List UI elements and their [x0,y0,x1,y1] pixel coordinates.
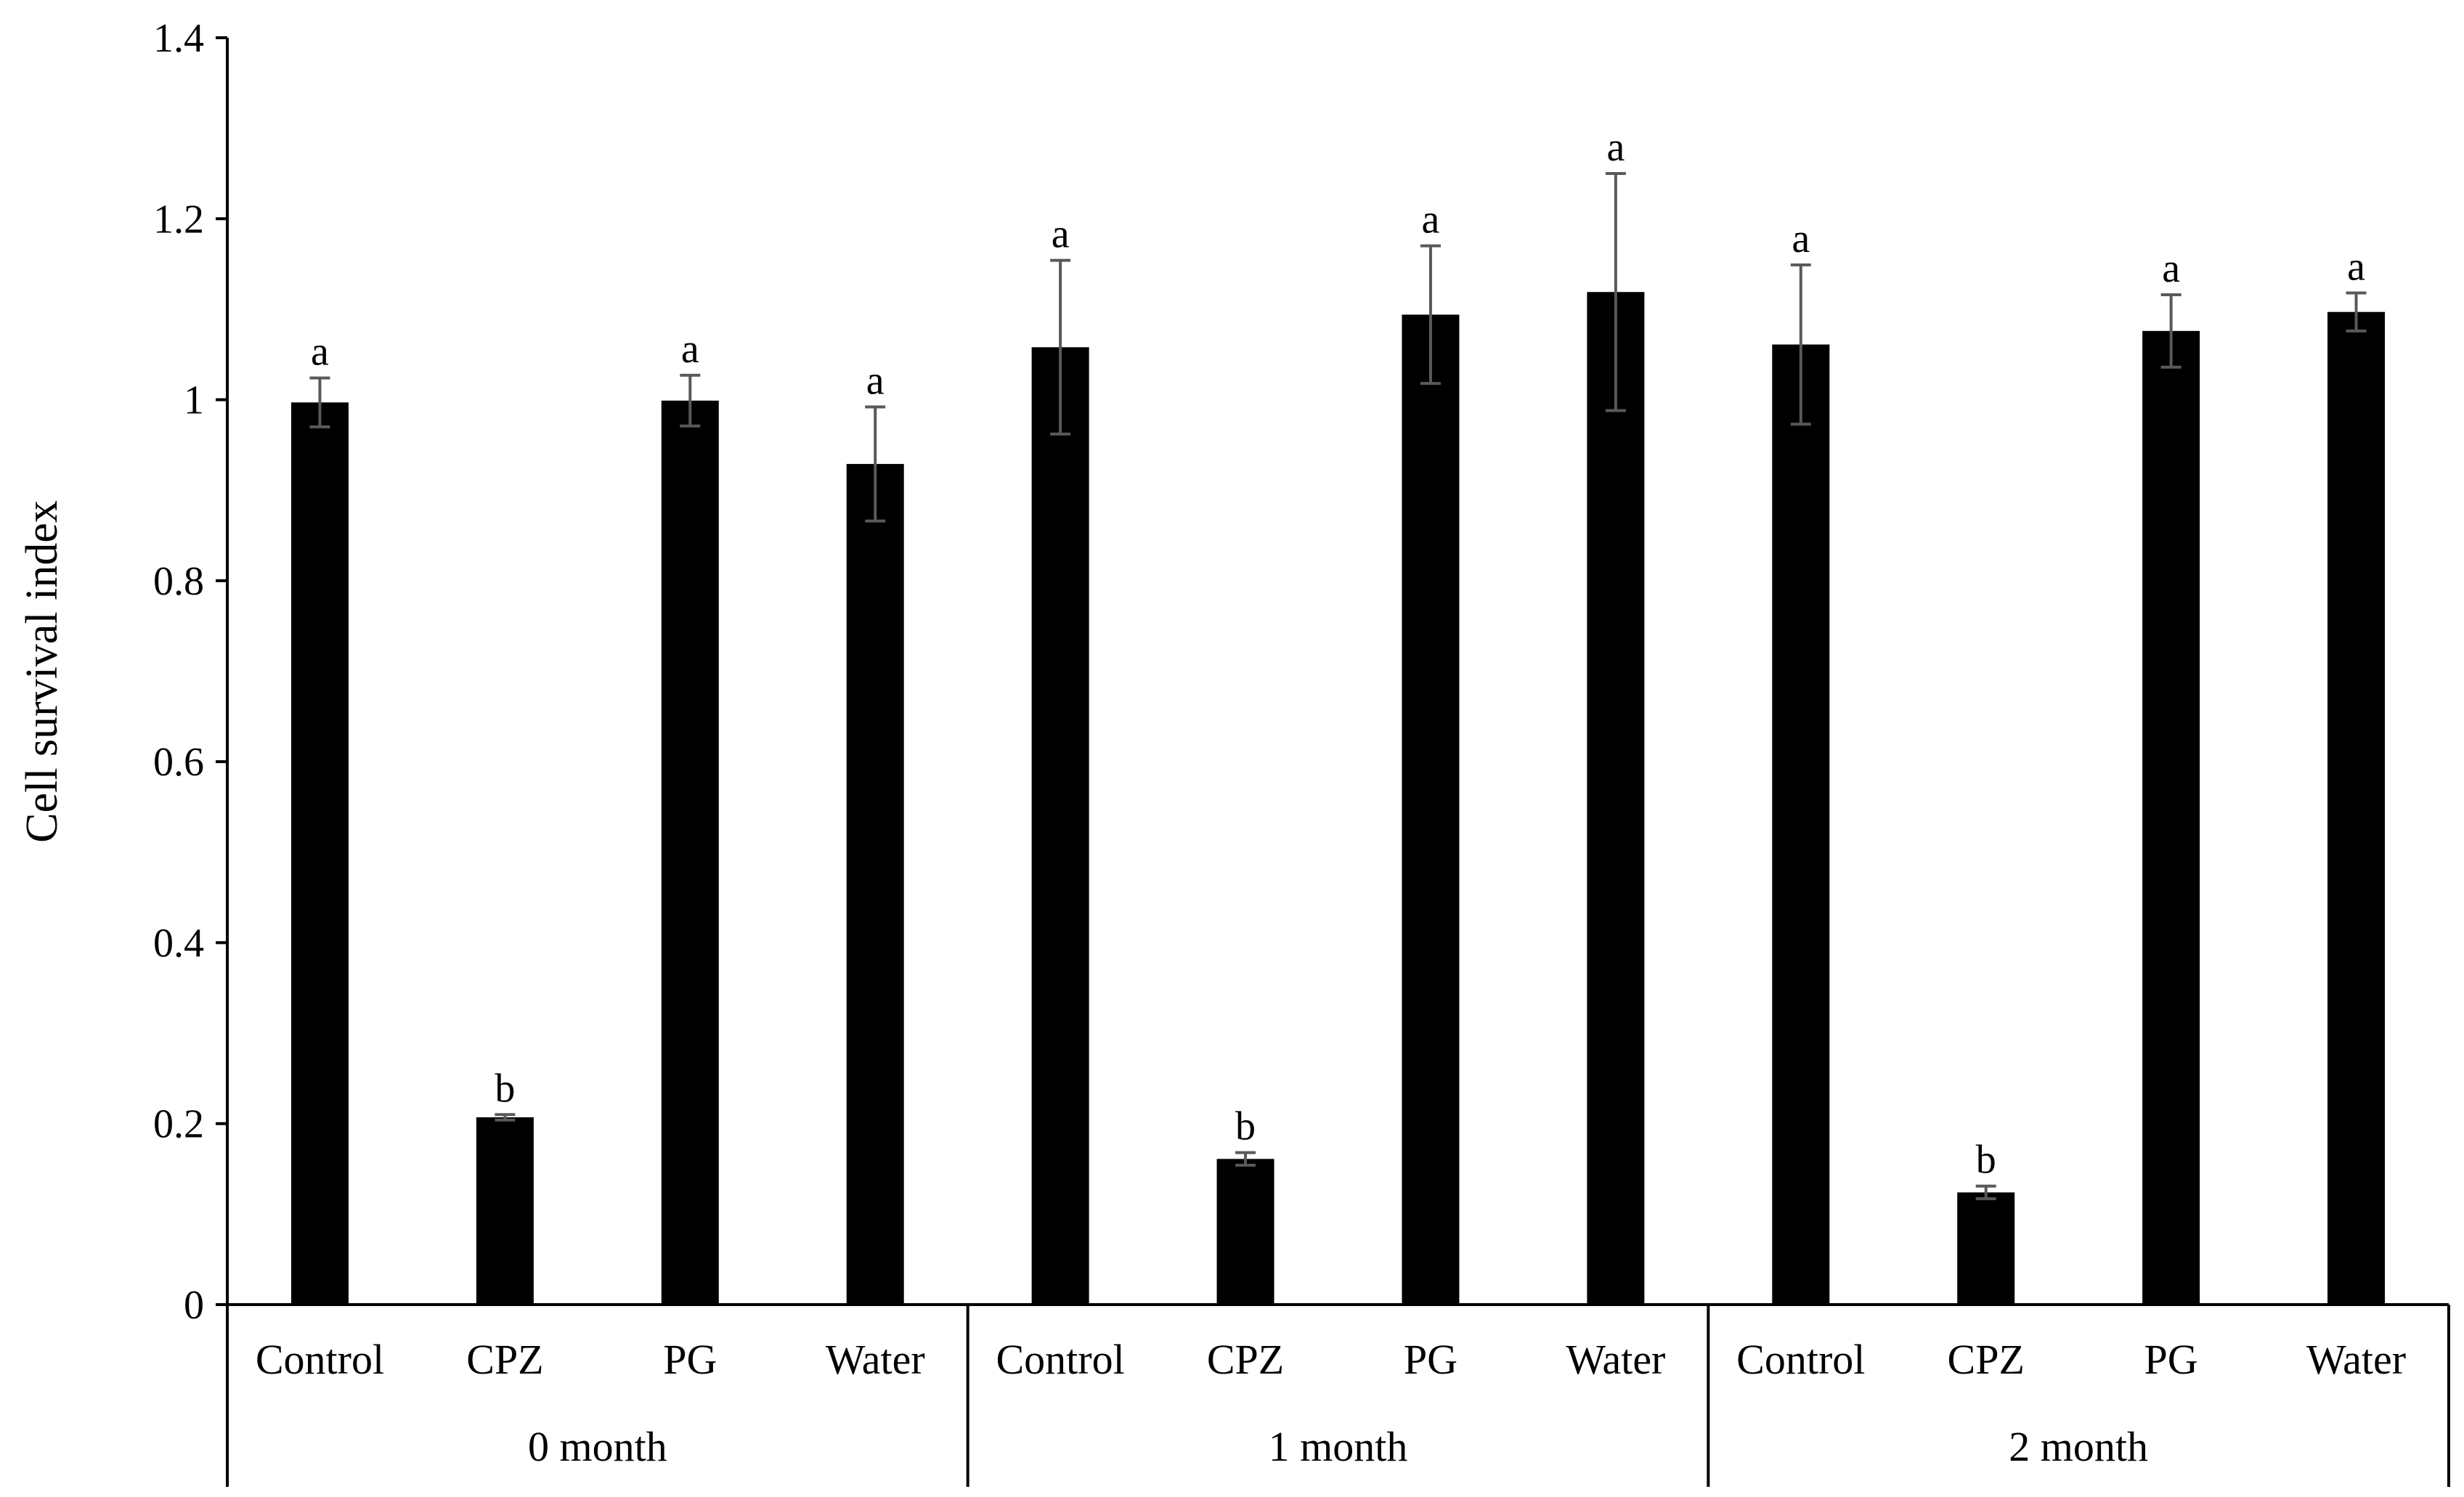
y-tick-label: 1.4 [153,16,204,61]
bar [2327,311,2386,1305]
y-tick-label: 0.2 [153,1102,204,1147]
bars-layer [290,292,2386,1305]
x-tick-label: PG [663,1336,717,1383]
y-tick-label: 1.2 [153,197,204,242]
significance-letter: b [1235,1104,1256,1149]
x-tick-label: CPZ [1948,1336,2025,1383]
x-tick-label: PG [1404,1336,1457,1383]
x-tick-label: Water [1566,1336,1665,1383]
x-tick-label: CPZ [466,1336,543,1383]
x-tick-label: Control [1736,1336,1865,1383]
bar [476,1117,534,1305]
y-tick-label: 0.6 [153,740,204,785]
bar [661,400,719,1305]
axes-layer: 0 0.2 0.4 0.6 0.8 1 1.2 1.4 [153,16,2450,1487]
y-tick-label: 0 [184,1283,204,1328]
significance-letter: a [1052,212,1070,257]
significance-letter: b [495,1066,515,1111]
bar [1402,314,1460,1305]
significance-letter: a [2162,246,2180,291]
group-label: 1 month [1269,1423,1408,1470]
bar [846,464,904,1305]
significance-letter: a [311,330,329,375]
x-tick-label: Control [996,1336,1125,1383]
significance-letter: a [866,359,885,404]
bar [1957,1192,2015,1305]
bar [1772,344,1830,1305]
group-label: 0 month [528,1423,667,1470]
significance-letter: b [1976,1138,1996,1183]
bar [1216,1159,1274,1305]
significance-letter: a [1606,125,1625,170]
bar [2142,330,2200,1305]
y-axis-title: Cell survival index [17,500,67,843]
x-tick-label: Water [2306,1336,2406,1383]
bar [1587,292,1645,1305]
y-tick-label: 0.8 [153,559,204,604]
error-bars-layer [309,171,2367,1201]
x-tick-label: PG [2144,1336,2198,1383]
group-label: 2 month [2009,1423,2148,1470]
bar [290,402,349,1305]
x-tick-label: Control [256,1336,384,1383]
x-tick-label: Water [826,1336,925,1383]
significance-letter: a [1422,197,1440,242]
y-tick-label: 0.4 [153,921,204,966]
bar [1031,347,1089,1305]
labels-layer: 0 month a Control b CPZ a PG a Water 1 month a Cont… [256,125,2406,1470]
significance-letter: a [681,327,699,372]
y-tick-label: 1 [184,378,204,423]
significance-letter: a [1792,216,1810,261]
x-tick-label: CPZ [1207,1336,1284,1383]
significance-letter: a [2347,244,2365,289]
